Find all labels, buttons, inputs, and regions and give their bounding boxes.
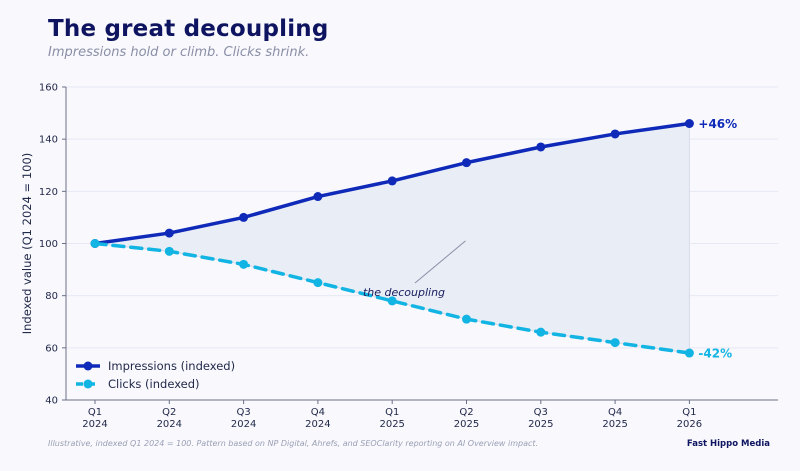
impressions-point (313, 192, 323, 202)
impressions-point (610, 129, 620, 139)
clicks-point (387, 296, 397, 306)
x-tick-label-year: 2024 (82, 419, 107, 430)
x-tick-label-quarter: Q2 (459, 407, 473, 418)
footnote: Illustrative, indexed Q1 2024 = 100. Pat… (48, 439, 539, 448)
y-tick-label: 120 (39, 187, 58, 198)
x-tick-label-year: 2024 (157, 419, 182, 430)
annotation-text: the decoupling (363, 286, 445, 299)
clicks-point (313, 278, 323, 288)
clicks-point (164, 246, 174, 256)
impressions-point (684, 119, 694, 129)
y-tick-label: 140 (39, 135, 58, 146)
impressions-end-label: +46% (698, 117, 737, 131)
x-tick-label-year: 2026 (677, 419, 702, 430)
impressions-point (164, 228, 174, 238)
x-tick-label-year: 2025 (528, 419, 553, 430)
x-tick-label-quarter: Q1 (88, 407, 102, 418)
clicks-end-label: -42% (698, 347, 732, 361)
x-tick-label-quarter: Q2 (162, 407, 176, 418)
legend: Impressions (indexed) Clicks (indexed) (76, 359, 235, 391)
impressions-point (239, 212, 249, 222)
series-group: +46% -42% (90, 117, 737, 361)
y-axis-label: Indexed value (Q1 2024 = 100) (20, 153, 34, 335)
legend-label: Impressions (indexed) (108, 359, 235, 373)
legend-swatch-marker (83, 361, 93, 371)
y-tick-label: 80 (45, 291, 58, 302)
legend-swatch-marker (83, 379, 93, 389)
x-tick-label-quarter: Q3 (236, 407, 250, 418)
clicks-point (684, 348, 694, 358)
clicks-point (610, 338, 620, 348)
x-tick-label-quarter: Q4 (311, 407, 325, 418)
x-tick-label-quarter: Q3 (534, 407, 548, 418)
x-axis-ticks: Q12024Q22024Q32024Q42024Q12025Q22025Q320… (82, 400, 702, 430)
x-tick-label-year: 2025 (379, 419, 404, 430)
x-tick-label-year: 2025 (454, 419, 479, 430)
x-tick-label-quarter: Q4 (608, 407, 622, 418)
x-tick-label-year: 2024 (231, 419, 256, 430)
x-tick-label-year: 2025 (602, 419, 627, 430)
clicks-point (536, 327, 546, 337)
series-line-clicks (93, 241, 692, 355)
x-tick-label-quarter: Q1 (385, 407, 399, 418)
annotation-pointer (414, 240, 466, 284)
x-tick-label-quarter: Q1 (682, 407, 696, 418)
decoupling-fill-area (94, 122, 690, 354)
clicks-point (462, 314, 471, 324)
y-axis-ticks: 40 60 80 100 120 140 160 (39, 83, 66, 407)
y-tick-label: 60 (45, 343, 58, 354)
chart-subtitle: Impressions hold or climb. Clicks shrink… (48, 45, 310, 60)
y-tick-label: 160 (39, 83, 58, 94)
brand-label: Fast Hippo Media (686, 439, 770, 449)
clicks-point (239, 259, 249, 269)
y-tick-label: 40 (45, 396, 58, 407)
chart-title: The great decoupling (48, 16, 329, 42)
impressions-point (536, 142, 546, 152)
impressions-point (387, 176, 397, 186)
y-tick-label: 100 (39, 239, 58, 250)
x-tick-label-year: 2024 (305, 419, 330, 430)
annotation: the decoupling (363, 240, 466, 299)
legend-label: Clicks (indexed) (108, 377, 200, 391)
impressions-point (462, 158, 471, 168)
clicks-point (90, 239, 100, 248)
